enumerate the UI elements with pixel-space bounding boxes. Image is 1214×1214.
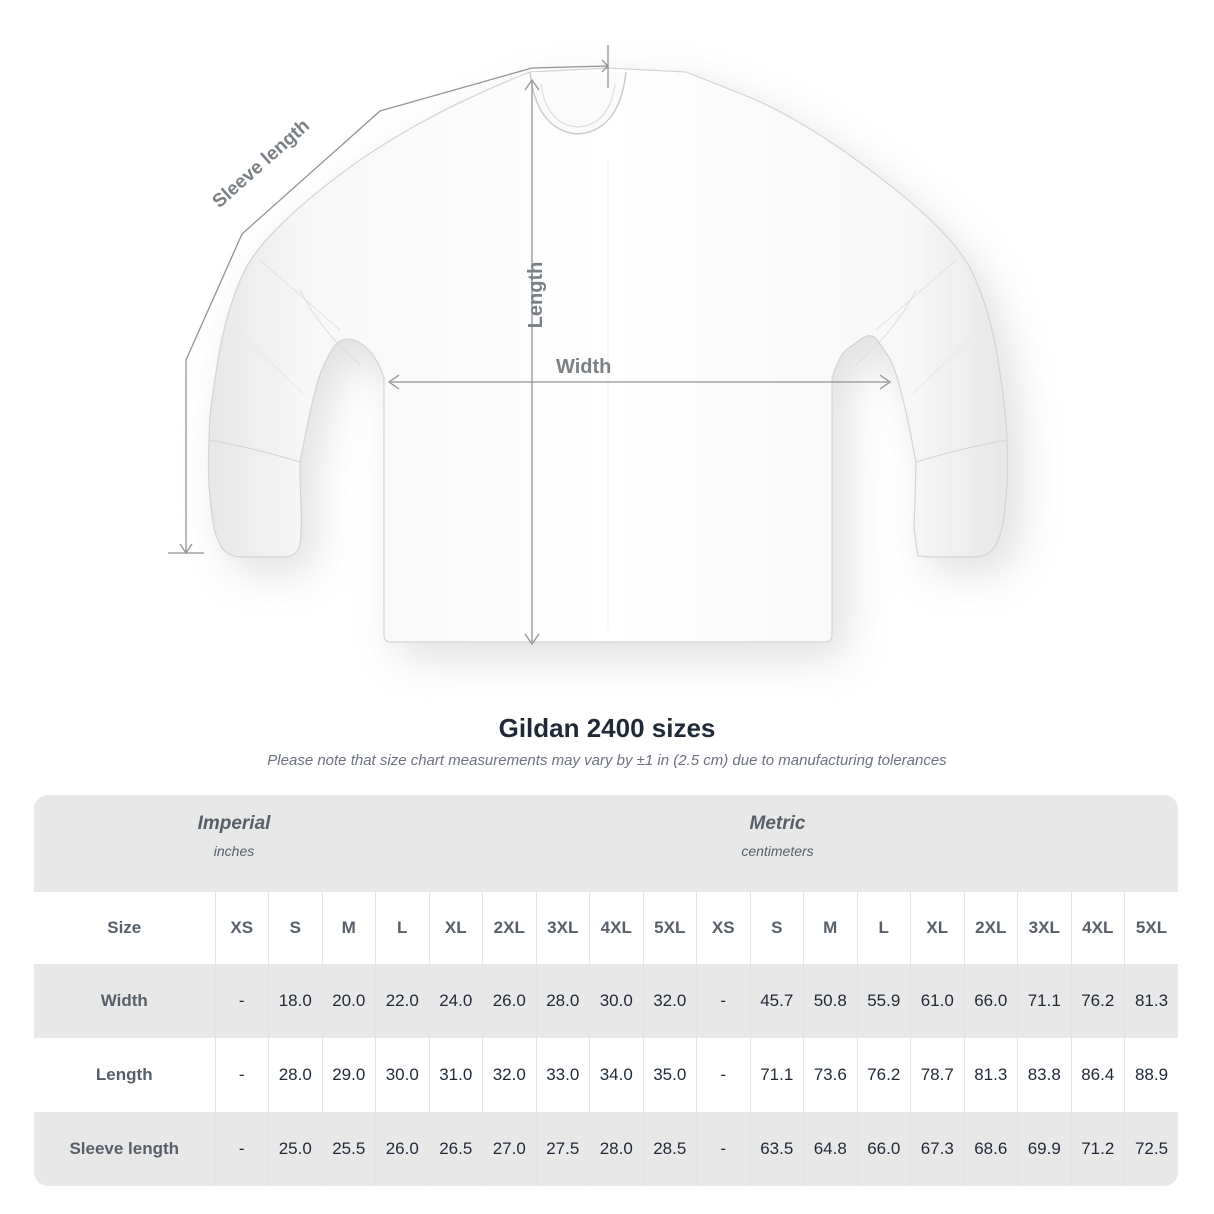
svg-text:Width: Width xyxy=(556,356,611,378)
svg-text:Length: Length xyxy=(525,262,547,329)
svg-text:Sleeve length: Sleeve length xyxy=(209,115,314,212)
